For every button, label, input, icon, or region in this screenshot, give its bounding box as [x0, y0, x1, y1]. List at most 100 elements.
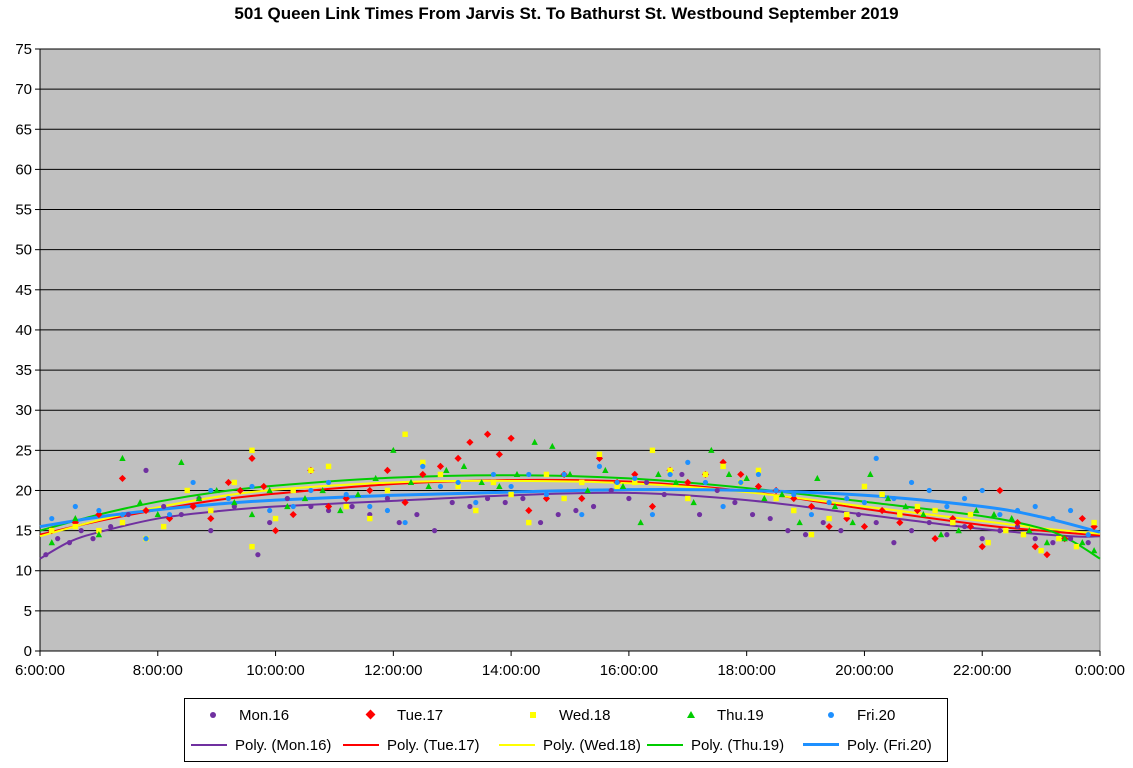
data-point — [720, 463, 726, 470]
data-point — [407, 478, 415, 486]
series-points — [49, 455, 1091, 542]
data-point — [542, 494, 551, 503]
legend-item: Tue.17 — [351, 701, 443, 729]
y-tick-label: 15 — [15, 523, 32, 540]
legend-item: Thu.19 — [671, 701, 764, 729]
data-point — [979, 536, 985, 542]
data-point — [161, 503, 167, 510]
y-tick-label: 65 — [15, 121, 32, 138]
legend-item: Poly. (Wed.18) — [497, 731, 641, 759]
data-point — [190, 479, 196, 486]
data-point — [967, 511, 974, 518]
data-point — [284, 503, 291, 510]
legend-line-icon — [189, 731, 229, 759]
data-point — [738, 479, 744, 486]
data-point — [372, 474, 379, 482]
data-point — [632, 479, 638, 486]
x-tick-label: 12:00:00 — [364, 662, 422, 679]
data-point — [383, 466, 392, 474]
legend-marker-icon — [193, 701, 233, 729]
data-point — [1014, 523, 1021, 530]
data-point — [508, 491, 514, 498]
data-point — [325, 479, 332, 486]
data-point — [702, 479, 709, 486]
data-point — [944, 532, 950, 538]
data-point — [891, 540, 897, 546]
data-point — [49, 527, 55, 534]
data-point — [667, 467, 673, 474]
data-point — [478, 478, 485, 486]
data-point — [1090, 547, 1098, 554]
data-point — [696, 511, 703, 518]
y-tick-label: 50 — [15, 242, 32, 259]
data-point — [72, 503, 78, 510]
data-point — [455, 483, 461, 490]
data-point — [826, 515, 832, 522]
data-point — [325, 507, 332, 514]
y-tick-label: 25 — [15, 442, 32, 459]
x-tick-label: 0:00:00 — [1075, 662, 1125, 679]
legend-item: Poly. (Mon.16) — [189, 731, 331, 759]
data-point — [436, 462, 445, 470]
y-tick-label: 55 — [15, 202, 32, 219]
chart-title: 501 Queen Link Times From Jarvis St. To … — [234, 4, 899, 23]
data-point — [732, 499, 738, 506]
legend-marker-icon — [513, 701, 553, 729]
data-point — [337, 507, 344, 514]
data-point — [490, 479, 497, 486]
data-point — [873, 519, 879, 526]
legend-item: Fri.20 — [811, 701, 895, 729]
data-point — [725, 470, 733, 478]
data-point — [826, 499, 832, 506]
data-point — [119, 454, 126, 461]
data-point — [267, 519, 273, 526]
data-point — [1061, 535, 1068, 542]
data-point — [997, 511, 1003, 518]
data-point — [166, 511, 173, 518]
legend-label: Mon.16 — [239, 706, 290, 724]
legend-label: Poly. (Mon.16) — [235, 736, 332, 754]
data-point — [484, 495, 491, 502]
data-point — [502, 499, 508, 506]
data-point — [884, 494, 892, 502]
data-point — [231, 479, 238, 486]
data-point — [825, 522, 833, 531]
data-point — [661, 491, 667, 498]
y-tick-label: 60 — [15, 161, 32, 178]
data-point — [549, 442, 556, 449]
data-point — [979, 487, 985, 494]
data-point — [72, 515, 79, 522]
data-point — [349, 503, 355, 510]
data-point — [754, 482, 763, 491]
data-point — [808, 511, 815, 518]
data-point — [178, 458, 185, 465]
data-point — [807, 502, 816, 511]
data-point — [997, 528, 1003, 534]
data-point — [579, 511, 585, 518]
legend-marker-icon — [351, 701, 391, 729]
legend-label: Fri.20 — [857, 706, 896, 724]
y-tick-label: 20 — [15, 482, 32, 499]
legend-label: Tue.17 — [397, 706, 444, 724]
x-tick-label: 10:00:00 — [246, 662, 304, 679]
data-point — [495, 450, 503, 458]
data-point — [1003, 527, 1009, 534]
x-tick-label: 18:00:00 — [717, 662, 775, 679]
legend-line-icon — [341, 731, 381, 759]
data-point — [637, 519, 644, 526]
data-point — [990, 511, 998, 518]
data-point — [908, 528, 915, 534]
data-point — [614, 483, 620, 490]
data-point — [672, 478, 680, 486]
data-point — [578, 494, 586, 503]
data-point — [1020, 531, 1027, 538]
trendline — [39, 488, 1101, 534]
data-point — [208, 528, 214, 534]
data-point — [119, 511, 126, 518]
data-point — [1073, 543, 1080, 550]
data-point — [78, 528, 84, 534]
data-point — [566, 470, 574, 478]
data-point — [525, 506, 533, 515]
legend-label: Thu.19 — [717, 706, 764, 724]
